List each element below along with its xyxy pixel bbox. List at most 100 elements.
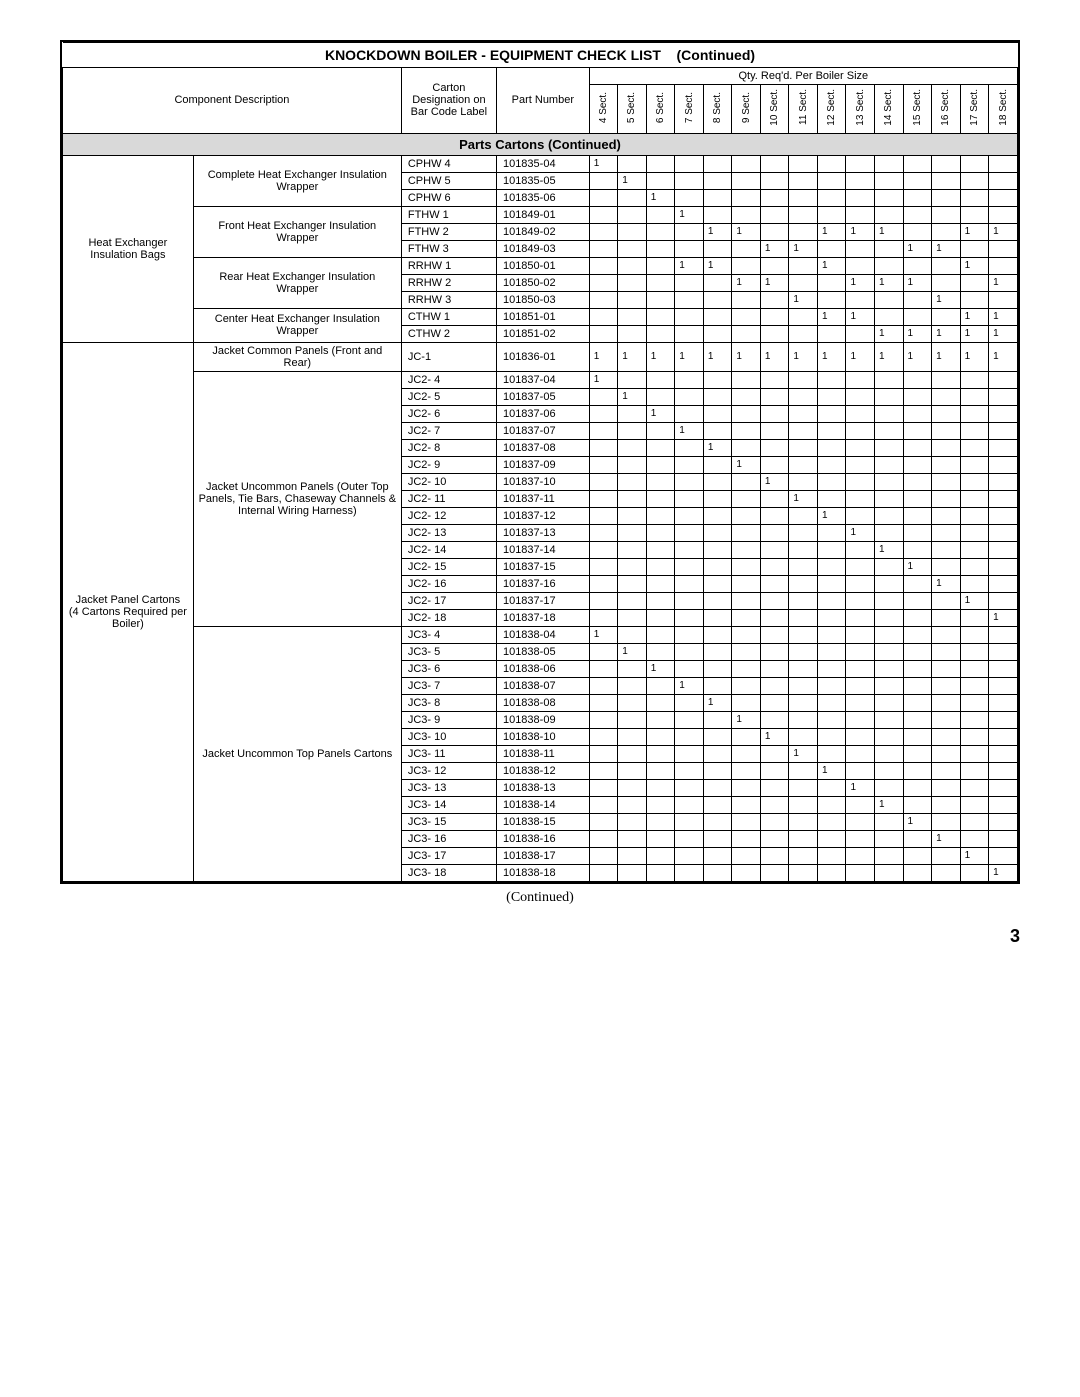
qty-cell [960, 609, 989, 626]
qty-cell [789, 507, 818, 524]
qty-cell [846, 388, 875, 405]
qty-cell [789, 660, 818, 677]
qty-cell [960, 558, 989, 575]
part-number: 101849-03 [496, 240, 589, 257]
qty-cell [817, 864, 846, 881]
qty-cell: 1 [703, 257, 732, 274]
qty-cell [589, 762, 618, 779]
qty-cell [817, 745, 846, 762]
checklist-table-frame: KNOCKDOWN BOILER - EQUIPMENT CHECK LIST … [60, 40, 1020, 884]
qty-cell: 1 [846, 274, 875, 291]
qty-cell [817, 189, 846, 206]
qty-cell [875, 456, 904, 473]
qty-cell [875, 677, 904, 694]
qty-cell: 1 [960, 342, 989, 371]
part-number: 101838-06 [496, 660, 589, 677]
qty-cell [989, 694, 1018, 711]
qty-cell [875, 575, 904, 592]
hdr-sect-18: 18 Sect. [989, 85, 1018, 134]
qty-cell [932, 762, 961, 779]
qty-cell [646, 507, 675, 524]
qty-cell [932, 592, 961, 609]
qty-cell [732, 405, 761, 422]
qty-cell [760, 490, 789, 507]
qty-cell [618, 223, 647, 240]
qty-cell [646, 456, 675, 473]
qty-cell [618, 745, 647, 762]
qty-cell [675, 575, 704, 592]
qty-cell [932, 422, 961, 439]
qty-cell [960, 388, 989, 405]
qty-cell [646, 541, 675, 558]
qty-cell [646, 325, 675, 342]
qty-cell [903, 626, 932, 643]
qty-cell [875, 592, 904, 609]
qty-cell [703, 745, 732, 762]
qty-cell [675, 541, 704, 558]
carton-code: JC2- 14 [401, 541, 496, 558]
qty-cell [932, 371, 961, 388]
qty-cell: 1 [703, 223, 732, 240]
qty-cell [675, 473, 704, 490]
qty-cell [875, 694, 904, 711]
qty-cell [817, 609, 846, 626]
carton-code: JC2- 17 [401, 592, 496, 609]
qty-cell [618, 473, 647, 490]
qty-cell [960, 796, 989, 813]
qty-cell [960, 240, 989, 257]
qty-cell [817, 541, 846, 558]
qty-cell [732, 847, 761, 864]
qty-cell [903, 507, 932, 524]
qty-cell [989, 779, 1018, 796]
part-number: 101837-16 [496, 575, 589, 592]
qty-cell [732, 388, 761, 405]
qty-cell [932, 524, 961, 541]
qty-cell [903, 864, 932, 881]
qty-cell [903, 779, 932, 796]
qty-cell [760, 422, 789, 439]
qty-cell: 1 [675, 257, 704, 274]
carton-code: JC2- 16 [401, 575, 496, 592]
qty-cell [789, 558, 818, 575]
qty-cell [903, 223, 932, 240]
qty-cell: 1 [846, 308, 875, 325]
carton-code: RRHW 2 [401, 274, 496, 291]
qty-cell [589, 745, 618, 762]
qty-cell [903, 172, 932, 189]
qty-cell [760, 626, 789, 643]
qty-cell [960, 456, 989, 473]
qty-cell [646, 813, 675, 830]
qty-cell [646, 257, 675, 274]
qty-cell [646, 694, 675, 711]
qty-cell [846, 405, 875, 422]
qty-cell [675, 728, 704, 745]
qty-cell [875, 388, 904, 405]
qty-cell [817, 240, 846, 257]
qty-cell [789, 592, 818, 609]
qty-cell [932, 711, 961, 728]
qty-cell [646, 779, 675, 796]
qty-cell [817, 291, 846, 308]
qty-cell [875, 507, 904, 524]
qty-cell: 1 [932, 342, 961, 371]
qty-cell [989, 388, 1018, 405]
qty-cell [989, 660, 1018, 677]
qty-cell: 1 [675, 342, 704, 371]
qty-cell [875, 626, 904, 643]
carton-code: JC2- 13 [401, 524, 496, 541]
qty-cell [675, 711, 704, 728]
qty-cell [703, 660, 732, 677]
qty-cell [732, 189, 761, 206]
subgroup-label: Jacket Common Panels (Front and Rear) [193, 342, 401, 371]
qty-cell [846, 541, 875, 558]
qty-cell [589, 473, 618, 490]
qty-cell: 1 [817, 762, 846, 779]
part-number: 101838-09 [496, 711, 589, 728]
qty-cell [589, 388, 618, 405]
qty-cell [703, 830, 732, 847]
hdr-qty: Qty. Req'd. Per Boiler Size [589, 68, 1017, 85]
qty-cell [760, 677, 789, 694]
carton-code: JC2- 9 [401, 456, 496, 473]
qty-cell [732, 762, 761, 779]
qty-cell [789, 189, 818, 206]
